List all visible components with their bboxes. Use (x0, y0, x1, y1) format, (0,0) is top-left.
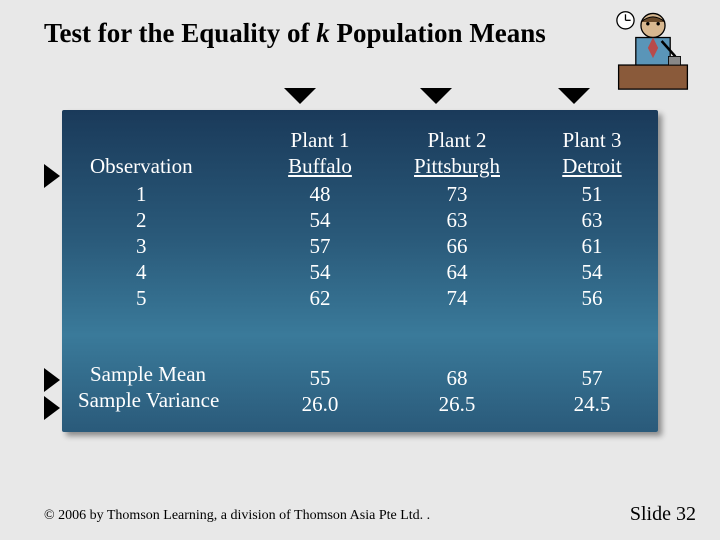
slide-title: Test for the Equality of k Population Me… (44, 18, 546, 49)
observation-header: Observation (90, 154, 240, 179)
plant1-name: Plant 1 (260, 128, 380, 153)
val-0-2: 51 (532, 182, 652, 207)
obs-4: 4 (90, 260, 240, 285)
val-4-1: 74 (392, 286, 522, 311)
slide-num-value: 32 (676, 503, 696, 525)
mean-0: 55 (260, 366, 380, 391)
val-4-0: 62 (260, 286, 380, 311)
arrow-right-2 (44, 368, 60, 392)
val-3-0: 54 (260, 260, 380, 285)
var-2: 24.5 (532, 392, 652, 417)
val-3-2: 54 (532, 260, 652, 285)
copyright-text: © 2006 by Thomson Learning, a division o… (44, 508, 430, 524)
val-0-1: 73 (392, 182, 522, 207)
val-4-2: 56 (532, 286, 652, 311)
val-1-2: 63 (532, 208, 652, 233)
title-k: k (316, 18, 330, 48)
obs-1: 1 (90, 182, 240, 207)
mean-2: 57 (532, 366, 652, 391)
obs-3: 3 (90, 234, 240, 259)
arrow-down-2 (420, 88, 452, 104)
obs-5: 5 (90, 286, 240, 311)
val-2-1: 66 (392, 234, 522, 259)
slide: Test for the Equality of k Population Me… (0, 0, 720, 540)
arrow-down-3 (558, 88, 590, 104)
arrow-down-1 (284, 88, 316, 104)
businessman-icon: <線 x1="40" y1="36" x2="30" y2="56" strok… (610, 10, 696, 96)
slide-label: Slide (630, 503, 676, 525)
plant3-name: Plant 3 (532, 128, 652, 153)
plant2-name: Plant 2 (392, 128, 522, 153)
var-1: 26.5 (392, 392, 522, 417)
plant1-city: Buffalo (260, 154, 380, 179)
title-prefix: Test for the Equality of (44, 18, 316, 48)
arrow-right-1 (44, 164, 60, 188)
variance-label: Sample Variance (78, 388, 228, 413)
title-suffix: Population Means (330, 18, 546, 48)
val-3-1: 64 (392, 260, 522, 285)
arrow-right-3 (44, 396, 60, 420)
val-1-0: 54 (260, 208, 380, 233)
content-box: Plant 1 Plant 2 Plant 3 Observation Buff… (62, 110, 658, 432)
var-0: 26.0 (260, 392, 380, 417)
obs-2: 2 (90, 208, 240, 233)
val-0-0: 48 (260, 182, 380, 207)
val-2-0: 57 (260, 234, 380, 259)
plant3-city: Detroit (532, 154, 652, 179)
slide-number: Slide 32 (630, 503, 696, 526)
mean-label: Sample Mean (90, 362, 240, 387)
val-2-2: 61 (532, 234, 652, 259)
val-1-1: 63 (392, 208, 522, 233)
plant2-city: Pittsburgh (392, 154, 522, 179)
mean-1: 68 (392, 366, 522, 391)
